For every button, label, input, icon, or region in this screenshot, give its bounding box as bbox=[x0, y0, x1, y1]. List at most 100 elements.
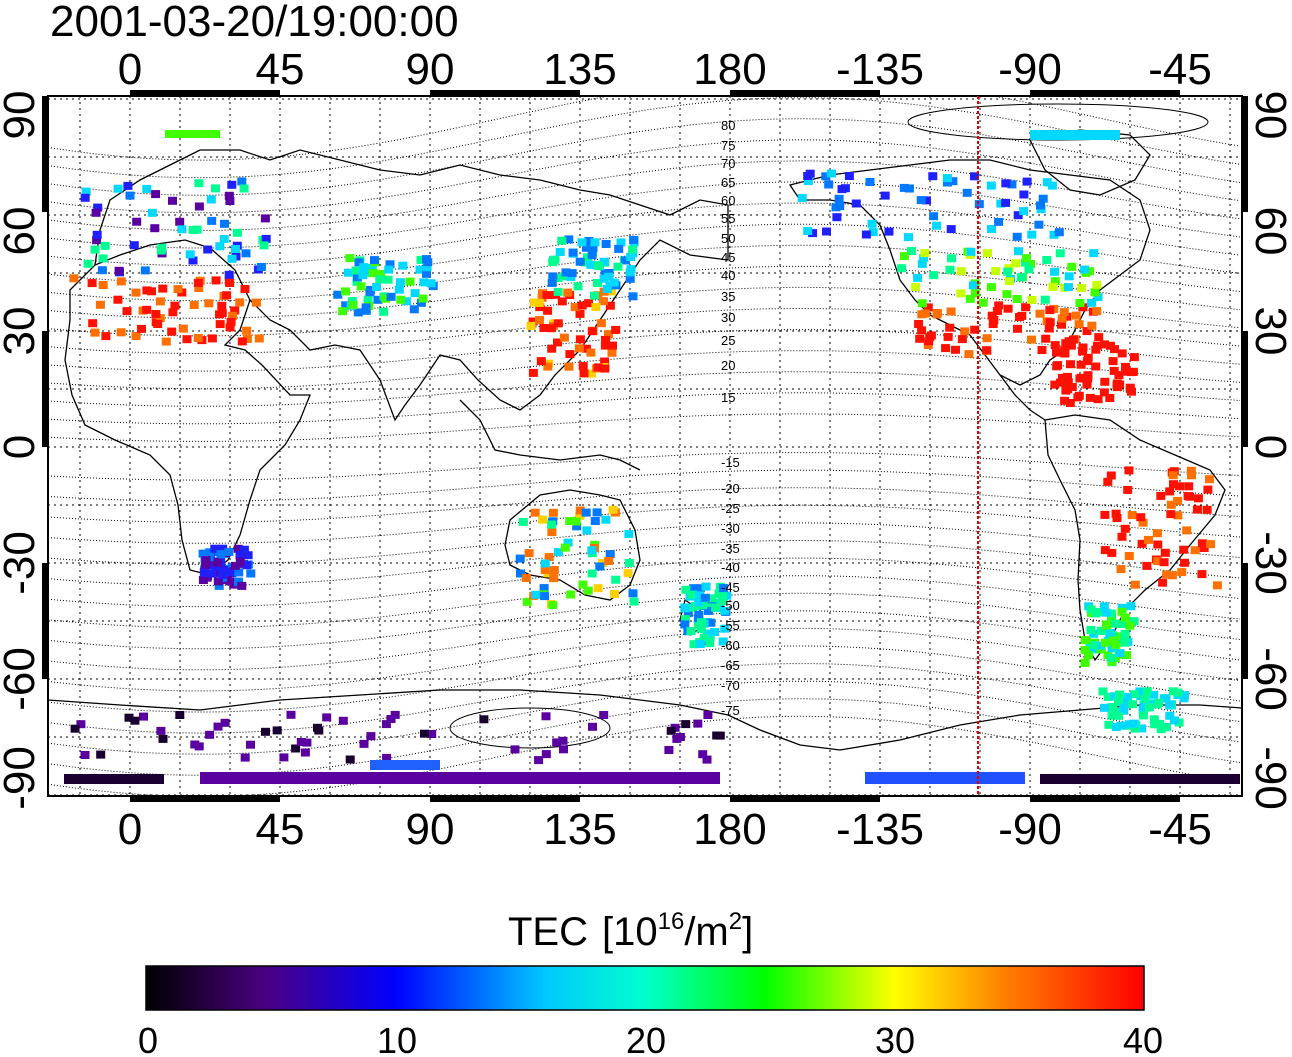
tec-cell bbox=[531, 590, 541, 599]
tec-cell bbox=[353, 308, 363, 317]
tec-cell bbox=[536, 357, 546, 366]
tec-cell bbox=[1057, 320, 1066, 329]
tec-cell bbox=[81, 187, 91, 196]
tec-cell bbox=[1067, 383, 1077, 391]
tec-cell bbox=[1040, 295, 1050, 304]
tec-cell bbox=[609, 278, 619, 287]
tec-cell bbox=[695, 591, 705, 600]
tec-cell bbox=[1173, 511, 1183, 520]
tec-cell bbox=[592, 508, 602, 517]
tec-cell bbox=[557, 297, 567, 306]
tec-cell bbox=[423, 258, 433, 267]
tec-cell bbox=[1106, 609, 1116, 618]
tec-cell bbox=[218, 567, 228, 576]
tec-cell bbox=[711, 603, 721, 612]
tec-cell bbox=[1001, 179, 1011, 188]
tec-cell bbox=[175, 217, 185, 226]
tec-band bbox=[165, 130, 220, 138]
tec-cell bbox=[137, 324, 146, 333]
tec-cell bbox=[718, 584, 728, 593]
tec-cell bbox=[151, 310, 161, 318]
tec-cell bbox=[720, 624, 730, 633]
frame-tick-left bbox=[42, 331, 48, 447]
contour-label: 15 bbox=[721, 390, 735, 405]
tec-cell bbox=[559, 333, 569, 342]
tec-cell bbox=[142, 305, 152, 314]
tec-cell bbox=[987, 225, 996, 233]
tec-cell bbox=[913, 273, 923, 282]
tec-cell bbox=[198, 549, 208, 558]
tec-cell bbox=[697, 618, 706, 627]
tec-cell bbox=[211, 563, 221, 571]
bottom-lon-label: 135 bbox=[543, 805, 616, 854]
magnetic-contour-line bbox=[48, 452, 1241, 481]
tec-cell bbox=[590, 238, 600, 247]
tec-cell bbox=[142, 286, 152, 295]
top-lon-label: 45 bbox=[256, 45, 305, 94]
magnetic-contour-line bbox=[48, 392, 1241, 425]
tec-cell bbox=[1144, 703, 1154, 712]
tec-cell bbox=[381, 294, 391, 303]
tec-cell bbox=[553, 274, 563, 282]
tec-cell bbox=[1110, 345, 1119, 354]
tec-cell bbox=[240, 753, 250, 762]
tec-cell bbox=[368, 269, 378, 278]
tec-cell bbox=[956, 267, 966, 276]
tec-cell bbox=[1115, 649, 1125, 658]
frame-tick-right bbox=[1242, 331, 1248, 447]
tec-cell bbox=[899, 252, 909, 261]
tec-cell bbox=[1020, 258, 1030, 267]
tec-cell bbox=[695, 584, 705, 593]
tec-cell bbox=[168, 196, 177, 205]
tec-cell bbox=[706, 618, 716, 627]
top-lon-label: 90 bbox=[406, 45, 455, 94]
tec-cell bbox=[808, 229, 818, 238]
tec-cell bbox=[1104, 720, 1114, 729]
tec-cell bbox=[415, 265, 425, 274]
tec-cell bbox=[420, 729, 429, 738]
frame-tick-top bbox=[1030, 90, 1180, 96]
tec-cell bbox=[116, 328, 126, 337]
tec-cell bbox=[1021, 303, 1031, 312]
tec-cell bbox=[201, 561, 211, 569]
tec-cell bbox=[522, 597, 532, 606]
tec-cell bbox=[1007, 180, 1017, 189]
tec-cell bbox=[540, 592, 549, 601]
tec-cell bbox=[1161, 723, 1171, 732]
tec-cell bbox=[207, 334, 217, 343]
tec-cell bbox=[1197, 570, 1207, 579]
tec-cell bbox=[426, 279, 436, 288]
tec-cell bbox=[1120, 524, 1130, 533]
tec-cell bbox=[211, 184, 220, 193]
tec-cell bbox=[243, 551, 253, 560]
tec-cell bbox=[600, 364, 610, 373]
tec-cell bbox=[356, 282, 366, 291]
colorbar-title-name: TEC bbox=[508, 910, 588, 954]
tec-cell bbox=[1082, 357, 1092, 366]
tec-cell bbox=[601, 335, 610, 344]
tec-cell bbox=[626, 253, 636, 261]
tec-cell bbox=[1149, 715, 1159, 724]
tec-cell bbox=[382, 753, 392, 762]
tec-cell bbox=[1206, 540, 1216, 549]
tec-cell bbox=[577, 301, 587, 310]
tec-cell bbox=[1003, 304, 1013, 313]
tec-cell bbox=[1114, 371, 1124, 380]
tec-cell bbox=[1125, 383, 1135, 392]
tec-cell bbox=[1175, 482, 1185, 491]
tec-cell bbox=[226, 317, 236, 326]
tec-cell bbox=[917, 326, 927, 335]
tec-cell bbox=[600, 357, 610, 366]
tec-cell bbox=[1129, 353, 1139, 362]
tec-cell bbox=[547, 344, 557, 353]
tec-cell bbox=[534, 298, 544, 307]
tec-cell bbox=[122, 307, 132, 316]
tec-cell bbox=[279, 753, 289, 762]
tec-cell bbox=[583, 586, 593, 595]
tec-cell bbox=[1165, 701, 1175, 710]
tec-cell bbox=[924, 337, 934, 346]
tec-cell bbox=[217, 309, 227, 318]
tec-cell bbox=[142, 184, 152, 193]
tec-cell bbox=[1016, 273, 1026, 282]
tec-cell bbox=[359, 263, 369, 272]
